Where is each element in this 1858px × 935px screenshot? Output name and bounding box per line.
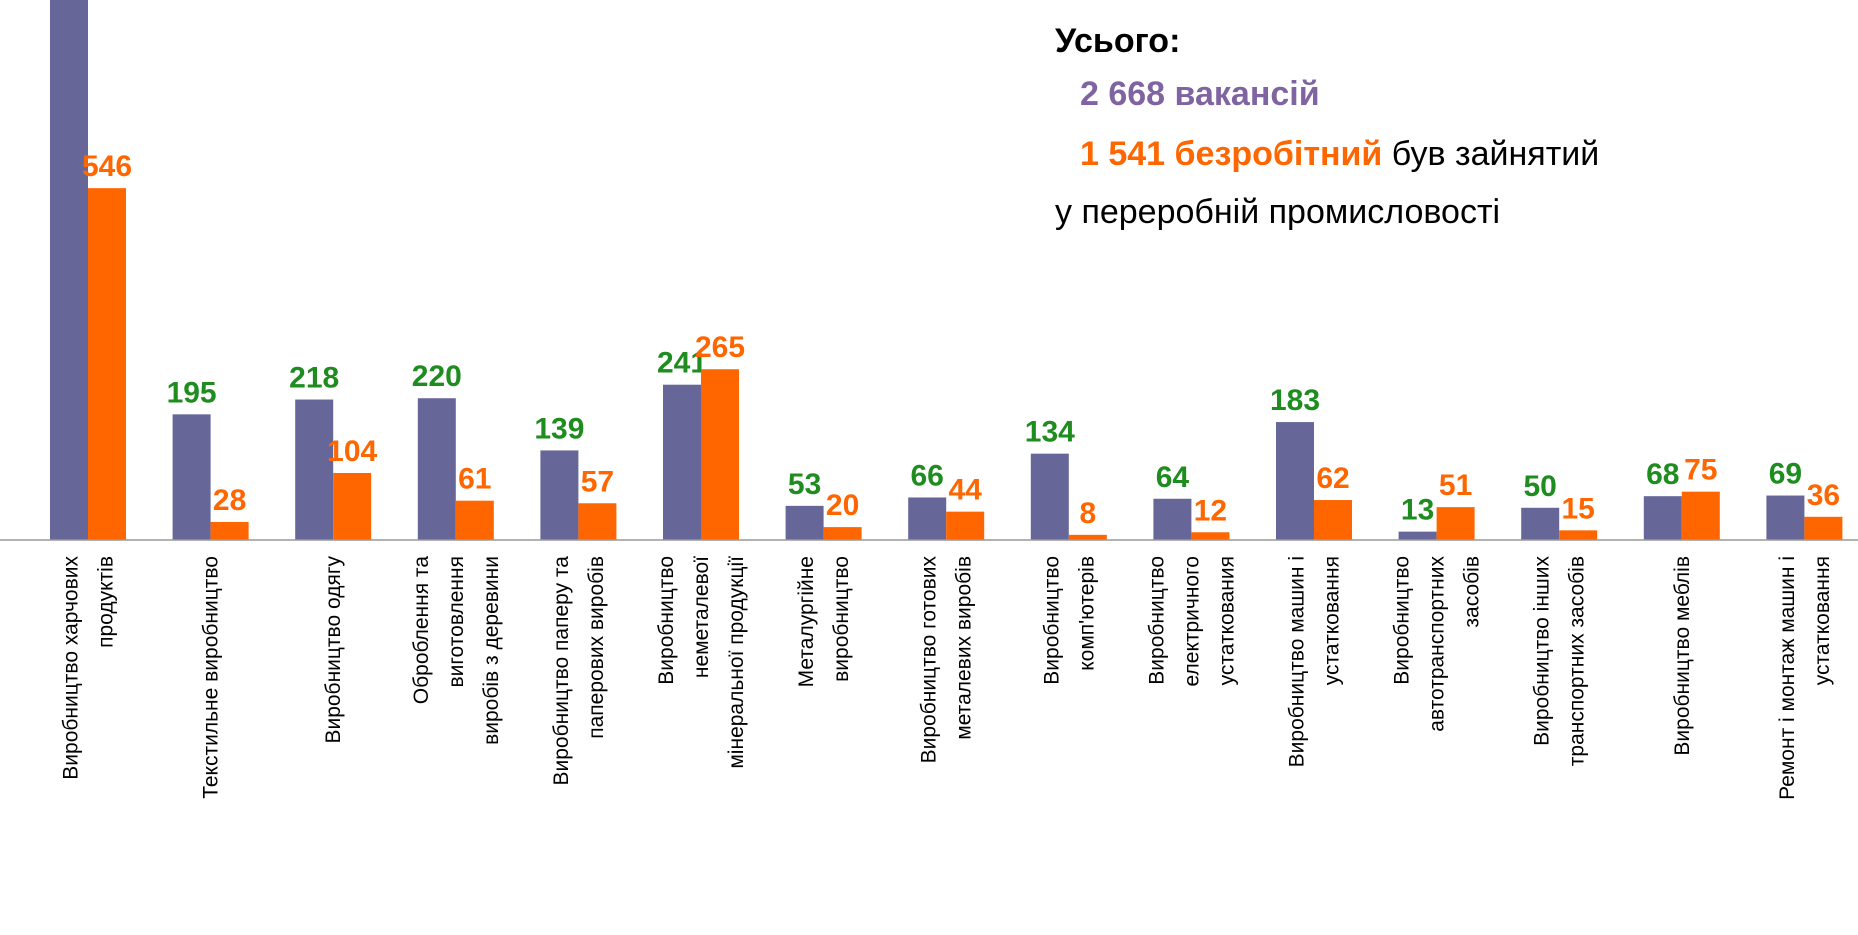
bar: [578, 503, 617, 540]
value-label: 53: [788, 468, 821, 501]
value-label: 51: [1439, 469, 1472, 502]
value-label: 64: [1156, 461, 1190, 494]
bar: [908, 497, 947, 540]
x-tick-label: Виробництво електричного устаткования: [1145, 556, 1238, 686]
value-label: 50: [1524, 470, 1557, 503]
bar: [50, 0, 88, 541]
value-label: 44: [949, 474, 983, 507]
bar: [1153, 498, 1192, 540]
bar: [1436, 507, 1475, 540]
bar: [1030, 453, 1069, 540]
bar: [1068, 534, 1107, 540]
value-label: 66: [911, 459, 944, 492]
value-label: 61: [458, 463, 491, 496]
value-label: 36: [1807, 479, 1840, 512]
annotation-text: у переробній промисловості: [1055, 193, 1500, 231]
x-tick-label: Текстильне виробництво: [200, 556, 223, 799]
value-label: 195: [167, 376, 217, 409]
x-tick-label: Ремонт і монтаж машин і устатковання: [1776, 556, 1834, 800]
bar: [1766, 495, 1805, 540]
value-label: 13: [1401, 494, 1434, 527]
bar: [210, 521, 249, 540]
x-tick-label: Виробництво одягу: [322, 556, 345, 744]
bar: [1643, 496, 1682, 540]
annotation-line: 1 541 безробітний був зайнятий: [1080, 135, 1599, 173]
bar: [1191, 532, 1230, 540]
annotation-text: був зайнятий: [1382, 135, 1599, 173]
value-label: 75: [1684, 454, 1717, 487]
x-tick-label: Виробництво меблів: [1671, 556, 1694, 756]
bar: [1681, 491, 1720, 540]
bar: [701, 369, 739, 540]
annotation-unemployed: 1 541 безробітний: [1080, 135, 1382, 173]
value-label: 68: [1646, 458, 1679, 491]
value-label: 241: [657, 347, 707, 380]
x-tick-label: Виробництво паперу та паперових виробів: [550, 556, 608, 786]
x-tick-label: Виробництво інших транспортних засобів: [1531, 556, 1589, 767]
bar: [417, 398, 456, 540]
value-label: 134: [1025, 416, 1075, 449]
bar: [1276, 422, 1314, 540]
bar: [785, 505, 824, 540]
value-label: 8: [1079, 497, 1096, 530]
bar: [1521, 507, 1560, 540]
value-label: 546: [82, 150, 132, 183]
x-tick-label: Оброблення та виготовлення виробів з дерев…: [410, 556, 503, 745]
value-label: 220: [412, 360, 462, 393]
value-label: 20: [826, 489, 859, 522]
annotation-vacancies: 2 668 вакансій: [1080, 75, 1320, 113]
bar: [455, 500, 494, 540]
x-tick-label: Металургійне виробництво: [795, 556, 853, 687]
value-label: 28: [213, 484, 246, 517]
value-label: 104: [327, 435, 377, 468]
bar: [946, 511, 985, 540]
annotation-heading: Усього:: [1055, 22, 1180, 60]
value-label: 15: [1562, 492, 1595, 525]
value-label: 12: [1194, 494, 1227, 527]
bar: [88, 188, 126, 540]
bar: [1559, 530, 1598, 540]
bar: [1314, 500, 1352, 540]
value-label: 69: [1769, 458, 1802, 491]
value-label: 218: [289, 362, 339, 395]
value-label: 183: [1270, 384, 1320, 417]
bar: [663, 384, 701, 540]
value-label: 57: [581, 465, 614, 498]
bar: [333, 472, 372, 540]
bar: [1398, 531, 1437, 540]
bar: [823, 527, 862, 540]
x-tick-label: Виробництво неметалевої мінеральної продук…: [655, 556, 748, 769]
bar: [295, 399, 334, 540]
x-tick-label: Виробництво машин і устатковання: [1286, 556, 1344, 767]
bar: [1804, 516, 1843, 540]
x-tick-label: Виробництво автотранспортних засобів: [1391, 556, 1484, 732]
value-label: 62: [1316, 462, 1349, 495]
value-label: 265: [695, 331, 745, 364]
bar: [172, 414, 211, 540]
x-tick-label: Виробництво готових металевих виробів: [918, 556, 976, 764]
x-tick-label: Виробництво харчових продуктів: [60, 556, 118, 780]
bar: [540, 450, 579, 540]
x-tick-label: Виробництво комп'ютерів: [1040, 556, 1098, 685]
value-label: 139: [534, 412, 584, 445]
